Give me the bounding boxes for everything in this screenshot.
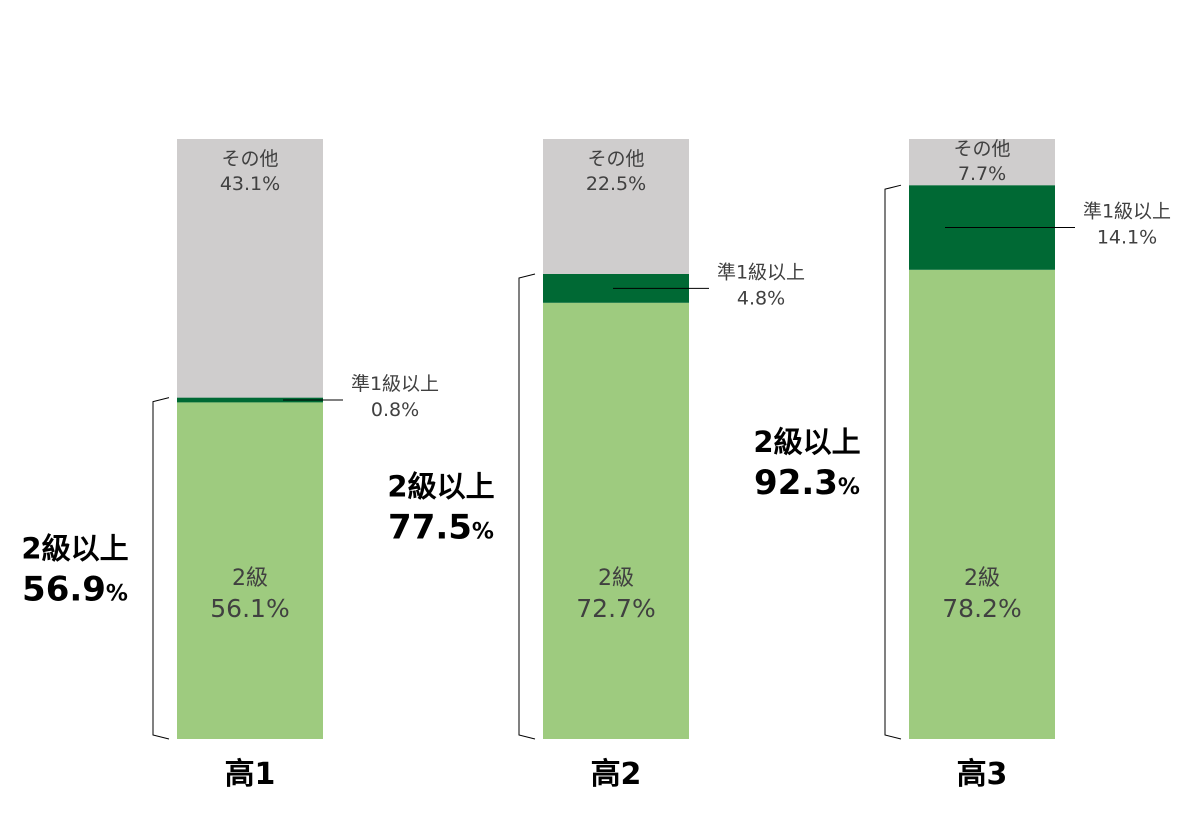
segment-label-other-value: 7.7%	[958, 163, 1006, 185]
bar-segment-2kyu	[177, 402, 323, 739]
segment-label-other-name: その他	[953, 138, 1010, 160]
bar-segment-2kyu	[543, 302, 689, 739]
bar-segment-other	[909, 139, 1055, 186]
bar-segment-jun1kyu	[177, 397, 323, 403]
segment-label-2kyu-value: 78.2%	[942, 594, 1021, 623]
bracket-label-title: 2級以上	[753, 425, 860, 459]
callout-label-jun1kyu-name: 準1級以上	[1083, 201, 1171, 223]
segment-label-other-name: その他	[221, 148, 278, 170]
bracket-label-number: 77.5	[388, 508, 472, 548]
segment-label-2kyu-value: 56.1%	[210, 594, 289, 623]
callout-label-jun1kyu-name: 準1級以上	[351, 373, 439, 395]
bar-segment-other	[543, 139, 689, 274]
bracket-2kyu-ijou	[884, 184, 902, 740]
bracket-label-unit: %	[472, 520, 494, 545]
category-label: 高1	[225, 757, 276, 792]
segment-label-other-value: 43.1%	[220, 173, 280, 195]
callout-label-jun1kyu-value: 14.1%	[1097, 227, 1157, 249]
callout-label-jun1kyu-value: 0.8%	[371, 399, 419, 421]
bracket-label-unit: %	[838, 475, 860, 500]
callout-label-jun1kyu-name: 準1級以上	[717, 261, 805, 283]
bracket-label-value: 92.3%	[754, 463, 860, 503]
segment-label-2kyu-name: 2級	[964, 566, 1000, 591]
segment-label-other-value: 22.5%	[586, 173, 646, 195]
callout-label-jun1kyu-value: 4.8%	[737, 287, 785, 309]
bracket-label-value: 77.5%	[388, 508, 494, 548]
bar-segment-other	[177, 139, 323, 398]
segment-label-2kyu-name: 2級	[598, 566, 634, 591]
segment-label-2kyu-name: 2級	[232, 566, 268, 591]
bracket-label-unit: %	[106, 581, 128, 606]
bracket-label-title: 2級以上	[387, 470, 494, 504]
bracket-label-title: 2級以上	[21, 531, 128, 565]
category-label: 高3	[957, 757, 1008, 792]
bracket-2kyu-ijou	[152, 397, 170, 740]
bracket-label-number: 56.9	[22, 569, 106, 609]
bracket-2kyu-ijou	[518, 273, 536, 740]
bracket-label-value: 56.9%	[22, 569, 128, 609]
bar-segment-2kyu	[909, 269, 1055, 739]
segment-label-2kyu-value: 72.7%	[576, 594, 655, 623]
segment-label-other-name: その他	[587, 148, 644, 170]
bracket-label-number: 92.3	[754, 463, 838, 503]
category-label: 高2	[591, 757, 642, 792]
